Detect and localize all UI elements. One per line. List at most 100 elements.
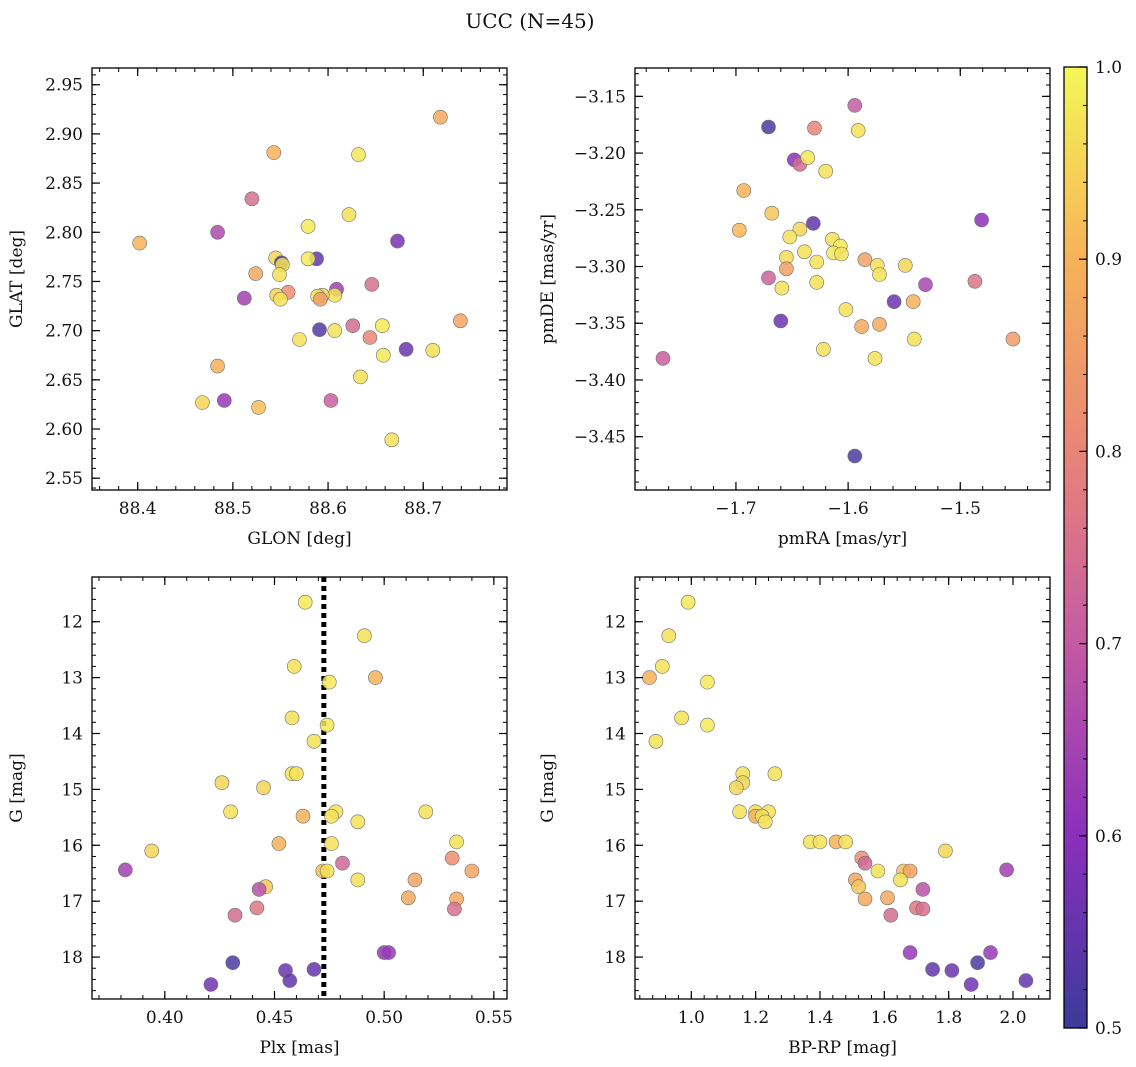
x-tick-label: −1.7: [715, 499, 756, 519]
y-tick-label: −3.35: [574, 314, 626, 334]
data-point: [700, 674, 715, 690]
data-point: [867, 351, 883, 366]
data-point: [915, 882, 931, 897]
data-point: [661, 628, 677, 644]
y-tick-label: −3.20: [574, 144, 626, 164]
data-point: [925, 962, 940, 977]
y-tick-label: 2.90: [45, 125, 83, 145]
data-point: [883, 907, 899, 923]
y-tick-label: 17: [61, 892, 83, 912]
data-point: [648, 733, 664, 749]
data-point: [857, 855, 873, 871]
x-tick-label: 1.6: [871, 1008, 898, 1028]
data-point: [273, 291, 288, 307]
data-point: [857, 252, 873, 268]
data-point: [195, 395, 210, 410]
data-point: [319, 863, 335, 879]
data-point: [1005, 331, 1021, 347]
x-tick-label: 0.40: [146, 1008, 184, 1028]
y-tick-label: −3.40: [574, 371, 626, 391]
data-point: [418, 804, 434, 820]
data-point: [286, 659, 302, 674]
points-group: [118, 594, 480, 992]
y-tick-label: 15: [604, 780, 626, 800]
data-point: [680, 594, 696, 610]
x-tick-label: 0.50: [365, 1008, 403, 1028]
axes-frame: [634, 67, 1051, 491]
y-axis-label: G [mag]: [538, 753, 558, 822]
x-tick-label: 88.6: [309, 499, 347, 519]
data-point: [761, 270, 776, 286]
data-point: [728, 780, 744, 796]
y-tick-label: 2.85: [45, 174, 83, 194]
axes-frame: [91, 67, 508, 491]
data-point: [282, 973, 298, 988]
data-point: [300, 219, 316, 234]
x-tick-label: 0.45: [256, 1008, 294, 1028]
points-group: [642, 594, 1034, 992]
data-point: [850, 123, 866, 138]
data-point: [918, 277, 933, 293]
data-point: [217, 393, 232, 408]
data-point: [838, 302, 854, 317]
data-point: [654, 659, 670, 674]
data-point: [732, 804, 747, 820]
data-point: [797, 244, 812, 260]
x-tick-label: 88.4: [119, 499, 157, 519]
data-point: [297, 594, 313, 610]
y-tick-label: 15: [61, 780, 83, 800]
colorbar-gradient: [1063, 66, 1088, 1029]
y-tick-label: 12: [604, 613, 626, 633]
data-point: [271, 836, 287, 851]
data-point: [886, 294, 902, 310]
colorbar-tick-label: 0.9: [1095, 250, 1122, 270]
data-point: [872, 317, 887, 332]
data-point: [792, 221, 808, 237]
x-tick-label: −1.5: [940, 499, 981, 519]
data-point: [444, 850, 460, 866]
data-point: [897, 258, 913, 273]
data-point: [809, 254, 825, 270]
x-tick-label: 1.2: [742, 1008, 769, 1028]
data-point: [300, 251, 316, 267]
data-point: [818, 163, 834, 179]
data-point: [312, 322, 327, 338]
data-point: [805, 216, 821, 231]
data-point: [251, 400, 266, 415]
data-point: [350, 872, 366, 888]
data-point: [834, 246, 849, 262]
panel-top-left: 88.4 88.5 88.6 88.7 2.55 2.60 2.65 2.70 2.75 2.80…: [7, 67, 508, 549]
data-point: [838, 834, 854, 850]
y-tick-label: 2.65: [45, 371, 83, 391]
y-tick-label: 18: [61, 948, 83, 968]
figure-suptitle: UCC (N=45): [465, 9, 594, 33]
data-point: [764, 205, 780, 221]
data-point: [983, 945, 998, 960]
y-tick-label: −3.45: [574, 428, 626, 448]
data-point: [327, 323, 343, 338]
data-point: [350, 814, 366, 830]
data-point: [870, 863, 886, 879]
x-tick-label: 88.5: [214, 499, 252, 519]
data-point: [225, 955, 241, 971]
data-point: [854, 319, 869, 334]
data-point: [321, 674, 337, 690]
data-point: [306, 733, 322, 749]
x-axis-label: GLON [deg]: [247, 529, 351, 549]
data-point: [256, 780, 271, 796]
y-tick-label: 16: [604, 836, 626, 856]
data-point: [313, 291, 328, 307]
y-tick-label: 14: [61, 725, 83, 745]
data-point: [237, 290, 252, 306]
x-axis-label: BP-RP [mag]: [788, 1038, 897, 1058]
data-point: [289, 766, 304, 782]
data-point: [335, 855, 350, 871]
data-point: [906, 331, 922, 347]
panel-bottom-right: 1.0 1.2 1.4 1.6 1.8 2.0 12 13 14 15 16 17 18 BP-RP [m…: [538, 576, 1051, 1058]
data-point: [902, 945, 918, 960]
data-point: [847, 98, 863, 113]
colorbar-tick-label: 0.7: [1095, 635, 1122, 655]
colorbar: 0.5 0.6 0.7 0.8 0.9 1.0: [1063, 58, 1122, 1039]
x-axis-label: Plx [mas]: [259, 1038, 339, 1058]
